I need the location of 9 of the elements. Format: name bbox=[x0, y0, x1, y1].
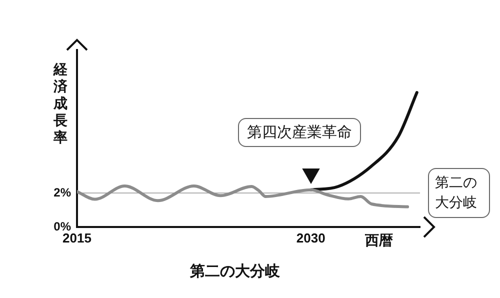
y-axis-title: 経済成長率 bbox=[53, 62, 68, 147]
x-tick-label: 2030 bbox=[296, 230, 326, 246]
y-tick-label: 2% bbox=[54, 185, 72, 200]
line-series bbox=[77, 184, 410, 208]
text: 第二の大分岐 bbox=[428, 168, 490, 218]
x-axis-title: 西暦 bbox=[365, 232, 393, 250]
annotation: 第四次産業革命 bbox=[238, 118, 361, 147]
line-series bbox=[309, 91, 418, 192]
text: 第二の大分岐 bbox=[190, 262, 280, 281]
